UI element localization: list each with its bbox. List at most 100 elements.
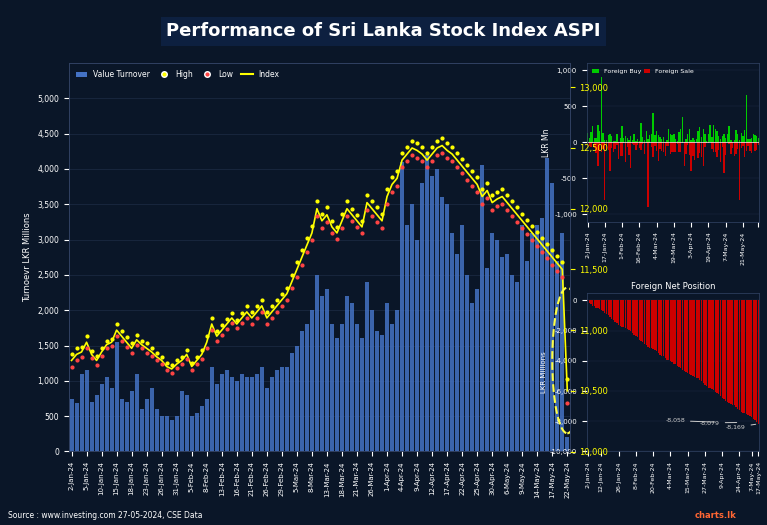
Bar xyxy=(623,138,624,142)
Bar xyxy=(733,300,735,405)
Bar xyxy=(607,142,609,150)
Bar xyxy=(588,138,590,142)
Bar xyxy=(744,130,746,142)
Point xyxy=(496,185,509,194)
Point xyxy=(150,356,163,365)
Text: -8,079: -8,079 xyxy=(700,421,736,425)
Point xyxy=(536,248,548,257)
Point xyxy=(291,272,303,281)
Bar xyxy=(599,300,601,309)
Point xyxy=(75,343,87,351)
Bar xyxy=(597,300,598,308)
Point xyxy=(501,206,513,214)
Bar xyxy=(656,131,657,142)
Bar xyxy=(616,142,617,145)
Bar xyxy=(657,300,659,353)
Point xyxy=(551,266,564,275)
Bar xyxy=(640,123,642,142)
Bar xyxy=(635,300,637,337)
Bar xyxy=(687,142,688,145)
Bar xyxy=(255,374,258,452)
Point xyxy=(265,301,278,310)
Bar xyxy=(675,139,676,142)
Bar xyxy=(661,300,663,356)
Bar xyxy=(604,140,605,142)
Bar xyxy=(637,142,638,145)
Bar xyxy=(694,142,695,160)
Legend: Value Turnover, High, Low, Index: Value Turnover, High, Low, Index xyxy=(73,67,283,82)
Bar xyxy=(634,300,635,335)
Bar xyxy=(671,142,673,152)
Bar xyxy=(285,367,289,452)
Bar xyxy=(625,136,626,142)
Bar xyxy=(646,142,647,143)
Bar xyxy=(199,406,204,452)
Bar xyxy=(621,300,623,327)
Point xyxy=(156,353,168,361)
Bar xyxy=(682,300,683,370)
Point xyxy=(251,301,263,310)
Bar xyxy=(729,126,730,142)
Point xyxy=(100,344,113,352)
Bar xyxy=(642,300,644,342)
Bar xyxy=(639,142,640,149)
Point xyxy=(251,314,263,322)
Bar xyxy=(395,310,399,452)
Point xyxy=(146,344,158,352)
Bar xyxy=(380,335,384,452)
Bar xyxy=(733,140,735,142)
Point xyxy=(206,314,218,322)
Bar xyxy=(718,136,719,142)
Bar xyxy=(682,117,683,142)
Bar xyxy=(756,300,758,422)
Point xyxy=(216,331,228,339)
Bar xyxy=(644,140,645,142)
Point xyxy=(116,327,128,335)
Bar xyxy=(692,138,693,142)
Bar xyxy=(647,300,649,346)
Bar xyxy=(505,254,509,452)
Bar xyxy=(611,300,612,319)
Bar xyxy=(627,300,628,329)
Point xyxy=(261,320,273,328)
Point xyxy=(225,309,238,317)
Point xyxy=(281,284,293,292)
Bar xyxy=(647,139,649,142)
Bar xyxy=(683,142,685,165)
Bar xyxy=(694,300,695,376)
Bar xyxy=(630,300,631,331)
Point xyxy=(235,309,248,317)
Bar xyxy=(611,135,612,142)
Bar xyxy=(701,300,702,381)
Bar xyxy=(723,134,725,142)
Point xyxy=(301,234,313,242)
Bar xyxy=(609,134,611,142)
Bar xyxy=(722,136,723,142)
Bar xyxy=(703,300,704,383)
Point xyxy=(255,308,268,316)
Bar xyxy=(155,409,159,452)
Point xyxy=(351,211,363,219)
Point xyxy=(85,354,97,362)
Bar xyxy=(124,402,129,452)
Bar xyxy=(130,392,133,452)
Point xyxy=(546,260,558,269)
Bar xyxy=(675,300,676,364)
Point xyxy=(426,143,438,151)
Point xyxy=(526,222,538,230)
Bar xyxy=(634,134,635,142)
Point xyxy=(531,227,543,236)
Bar xyxy=(165,416,169,452)
Bar xyxy=(611,142,612,148)
Bar xyxy=(711,142,713,149)
Y-axis label: LKR Mn: LKR Mn xyxy=(542,128,551,156)
Bar xyxy=(410,204,414,452)
Bar xyxy=(604,142,605,200)
Point xyxy=(65,362,77,371)
Point xyxy=(176,360,188,369)
Bar xyxy=(719,300,721,396)
Bar xyxy=(706,300,707,386)
Bar xyxy=(758,138,759,142)
Bar xyxy=(696,300,697,377)
Bar xyxy=(614,300,616,321)
